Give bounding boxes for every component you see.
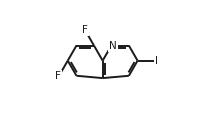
Text: I: I <box>155 56 158 66</box>
Text: F: F <box>55 71 61 81</box>
Text: F: F <box>82 25 88 35</box>
Text: N: N <box>109 41 117 51</box>
